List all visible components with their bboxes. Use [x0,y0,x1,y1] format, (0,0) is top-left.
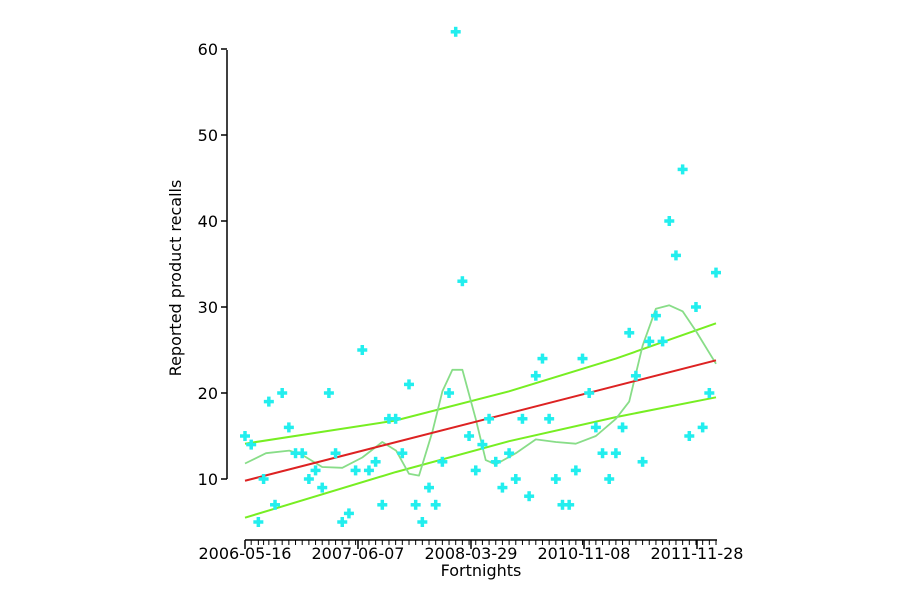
y-tick-label: 40 [198,212,218,231]
data-point [637,456,648,467]
confidence-band-upper [244,322,717,445]
data-point [457,276,468,287]
data-point [437,456,448,467]
data-point [410,499,421,510]
data-point [630,370,641,381]
data-point [417,517,428,527]
data-point [537,353,548,364]
data-point [690,302,701,312]
data-point [390,413,401,424]
data-point [564,499,575,510]
data-point [357,345,368,355]
data-point [504,448,515,459]
y-tick-label: 60 [198,40,218,59]
data-point [530,370,541,381]
data-point [570,465,581,476]
data-point [617,422,628,433]
data-point [370,456,381,467]
data-point [337,517,348,527]
data-point [277,388,288,398]
data-point [610,448,621,459]
data-point [323,388,334,398]
axes: 10 20 30 40 50 60 2006-05-16 2007-06-07 2008-03-… [198,40,744,563]
data-point [430,499,441,510]
data-point [464,431,475,441]
data-point [624,327,635,338]
y-tick-label: 10 [198,470,218,489]
data-point [711,267,721,278]
data-point [240,431,250,441]
data-point [664,216,675,226]
y-axis-title: Reported product recalls [166,180,185,377]
data-point [377,499,388,510]
data-point [657,336,668,347]
data-point [444,388,455,398]
data-point [604,474,615,484]
data-point [303,474,314,484]
data-point [470,465,481,476]
x-tick-label: 2008-03-29 [425,544,518,563]
data-point [363,465,374,476]
data-point [577,353,588,364]
data-point [297,448,308,459]
data-point [246,439,257,450]
data-point [497,482,508,493]
y-tick-label: 50 [198,126,218,145]
data-point [253,517,264,527]
data-point [350,465,361,476]
data-point [477,439,488,450]
data-point [450,26,461,37]
x-tick-label: 2006-05-16 [199,544,292,563]
data-point [510,474,521,484]
data-point [517,413,528,424]
data-point [484,413,495,424]
data-point [597,448,608,459]
data-point [263,396,274,407]
smoother-line [244,304,717,477]
data-point [330,448,341,459]
data-point [403,379,414,390]
data-point [397,448,408,459]
data-point [704,388,715,398]
data-point [544,413,555,424]
points [240,26,721,527]
data-point [490,456,501,467]
confidence-band [244,322,717,519]
data-point [677,164,688,175]
x-tick-label: 2011-11-28 [651,544,744,563]
data-point [644,336,655,347]
data-point [343,508,354,519]
data-point [650,310,661,321]
data-point [550,474,561,484]
data-point [590,422,601,433]
x-tick-label: 2010-11-08 [538,544,631,563]
data-point [670,250,681,261]
data-point [684,431,695,441]
data-point [697,422,708,433]
data-point [258,474,269,484]
y-tick-label: 20 [198,384,218,403]
confidence-band-lower [244,396,717,519]
data-point [317,482,328,493]
data-point [524,491,535,502]
data-point [283,422,294,433]
data-point [270,499,281,510]
data-point [310,465,321,476]
data-point [584,388,595,398]
y-tick-label: 30 [198,298,218,317]
x-tick-label: 2007-06-07 [312,544,405,563]
data-point [424,482,435,493]
smoother [244,304,717,477]
x-axis-title: Fortnights [441,561,522,580]
